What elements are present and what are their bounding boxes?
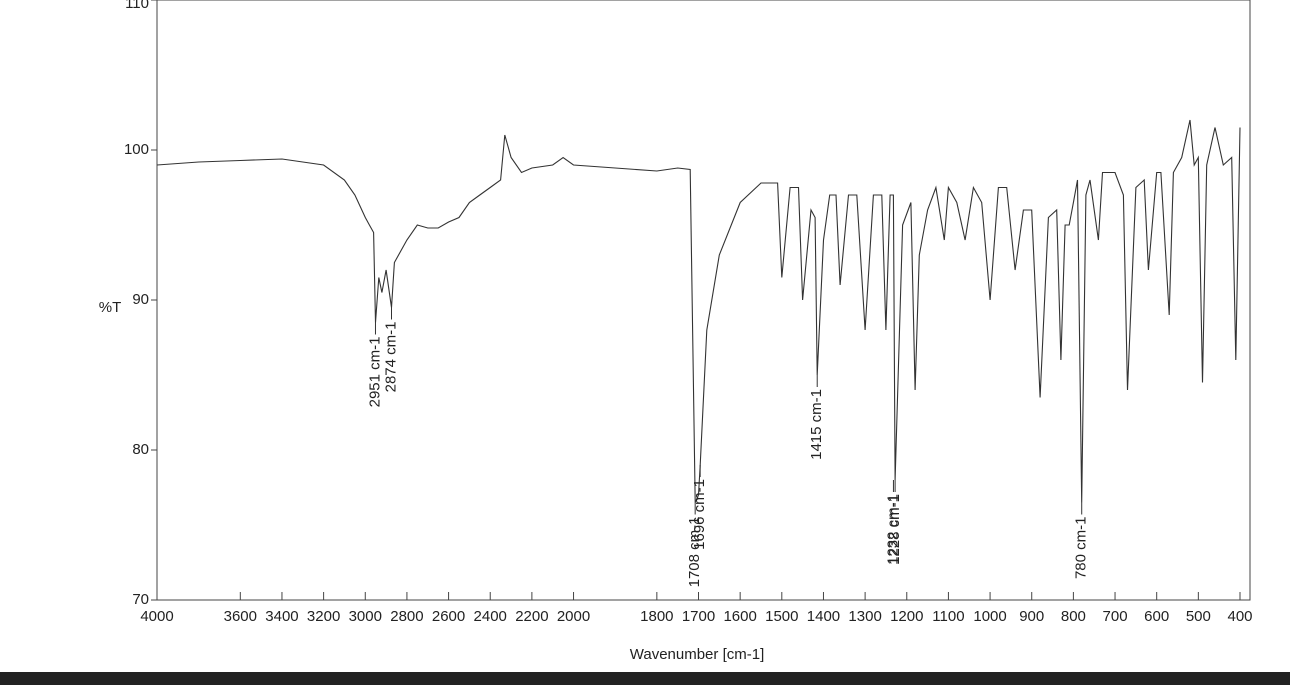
x-tick-label: 1200 xyxy=(890,608,923,625)
x-tick-label: 2600 xyxy=(432,608,465,625)
x-tick-label: 1600 xyxy=(723,608,756,625)
x-tick-label: 500 xyxy=(1186,608,1211,625)
x-tick-label: 1400 xyxy=(807,608,840,625)
annotation-label: 1708 cm-1 xyxy=(686,517,703,588)
x-tick-label: 1300 xyxy=(848,608,881,625)
annotation-label: 2874 cm-1 xyxy=(382,322,399,393)
x-tick-label: 3200 xyxy=(307,608,340,625)
annotation-label: 1415 cm-1 xyxy=(808,389,825,460)
x-tick-label: 3400 xyxy=(265,608,298,625)
y-tick-label: 100 xyxy=(124,141,149,158)
y-tick-label: 90 xyxy=(132,291,149,308)
x-tick-label: 3600 xyxy=(224,608,257,625)
x-tick-label: 2400 xyxy=(474,608,507,625)
spectrum-line xyxy=(156,119,1241,503)
bottom-bar xyxy=(0,672,1290,685)
annotation-label: 1232 cm-1 xyxy=(884,494,901,565)
x-tick-label: 1700 xyxy=(682,608,715,625)
x-tick-label: 2800 xyxy=(390,608,423,625)
annotation-label: 780 cm-1 xyxy=(1073,517,1090,580)
y-tick-label: 70 xyxy=(132,591,149,608)
x-tick-label: 3000 xyxy=(349,608,382,625)
x-tick-label: 900 xyxy=(1019,608,1044,625)
y-tick-label: 80 xyxy=(132,441,149,458)
x-tick-label: 400 xyxy=(1227,608,1252,625)
x-tick-label: 2200 xyxy=(515,608,548,625)
x-axis-label: Wavenumber [cm-1] xyxy=(630,646,764,663)
x-tick-label: 600 xyxy=(1144,608,1169,625)
annotation-label: 1228 cm-1 xyxy=(886,494,903,565)
y-axis-label: %T xyxy=(99,299,122,316)
x-tick-label: 4000 xyxy=(140,608,173,625)
x-tick-label: 1000 xyxy=(973,608,1006,625)
x-tick-label: 800 xyxy=(1061,608,1086,625)
x-tick-label: 1100 xyxy=(932,608,964,625)
annotation-label: 2951 cm-1 xyxy=(366,337,383,408)
x-tick-label: 700 xyxy=(1103,608,1128,625)
x-tick-label: 1800 xyxy=(640,608,673,625)
annotation-label: 1696 cm-1 xyxy=(691,479,708,550)
y-tick-label: 110 xyxy=(125,0,149,12)
x-tick-label: 2000 xyxy=(557,608,590,625)
x-tick-label: 1500 xyxy=(765,608,798,625)
